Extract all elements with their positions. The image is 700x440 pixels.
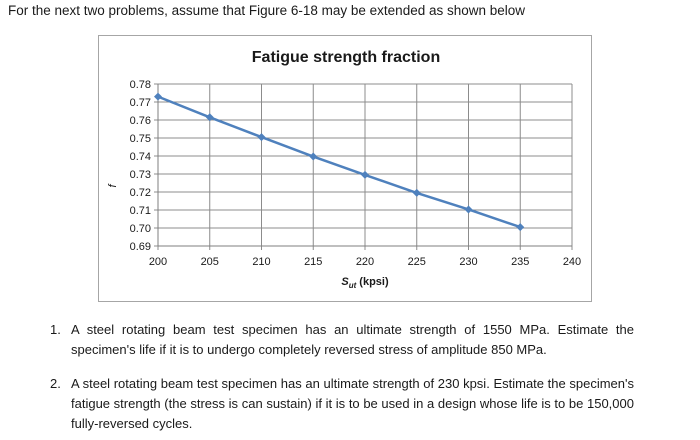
- fatigue-chart: Fatigue strength fraction 0.69 0.70 0.71 0.…: [98, 35, 592, 302]
- data-point-marker: [257, 133, 266, 142]
- problem-number: 2.: [50, 376, 61, 391]
- problem-item: 1. A steel rotating beam test specimen h…: [50, 320, 634, 360]
- problem-text: A steel rotating beam test specimen has …: [71, 376, 634, 431]
- x-tick-label: 235: [511, 256, 529, 268]
- y-tick-label: 0.76: [130, 115, 151, 127]
- chart-gridlines: [157, 83, 573, 247]
- y-tick-label: 0.71: [130, 205, 151, 217]
- problem-list: 1. A steel rotating beam test specimen h…: [50, 320, 634, 434]
- y-tick-label: 0.74: [130, 151, 151, 163]
- y-tick-label: 0.75: [130, 133, 151, 145]
- x-tick-label: 215: [304, 256, 322, 268]
- problem-item: 2. A steel rotating beam test specimen h…: [50, 374, 634, 434]
- y-tick-label: 0.69: [130, 241, 151, 253]
- data-point-marker: [516, 223, 525, 232]
- y-tick-label: 0.72: [130, 187, 151, 199]
- x-tick-label: 200: [149, 256, 167, 268]
- x-axis-label: Sut (kpsi): [341, 276, 389, 290]
- y-axis-label: f: [107, 184, 119, 188]
- x-tick-label: 225: [408, 256, 426, 268]
- problem-number: 1.: [50, 322, 61, 337]
- x-tick-label: 230: [459, 256, 477, 268]
- data-point-marker: [205, 113, 214, 122]
- chart-series: [154, 92, 525, 232]
- chart-axes: [154, 83, 573, 250]
- y-tick-label: 0.70: [130, 223, 151, 235]
- chart-title: Fatigue strength fraction: [252, 49, 440, 66]
- series-line: [157, 95, 521, 229]
- x-tick-label: 240: [563, 256, 581, 268]
- y-tick-label: 0.77: [130, 97, 151, 109]
- y-axis-ticks: 0.69 0.70 0.71 0.72 0.73 0.74 0.75 0.76 0.77 0.78: [130, 79, 151, 253]
- intro-text: For the next two problems, assume that F…: [8, 3, 526, 18]
- x-tick-label: 205: [201, 256, 219, 268]
- y-tick-label: 0.73: [130, 169, 151, 181]
- x-tick-label: 210: [252, 256, 270, 268]
- data-point-marker: [464, 205, 473, 214]
- y-tick-label: 0.78: [130, 79, 151, 91]
- data-point-marker: [154, 92, 162, 101]
- problem-text: A steel rotating beam test specimen has …: [71, 322, 634, 357]
- x-axis-ticks: 200 205 210 215 220 225 230 235 240: [149, 256, 581, 268]
- chart-canvas: Fatigue strength fraction 0.690.700.710.…: [107, 49, 581, 290]
- data-point-marker: [361, 170, 369, 179]
- x-tick-label: 220: [356, 256, 374, 268]
- data-point-marker: [309, 152, 318, 161]
- data-point-marker: [412, 188, 421, 197]
